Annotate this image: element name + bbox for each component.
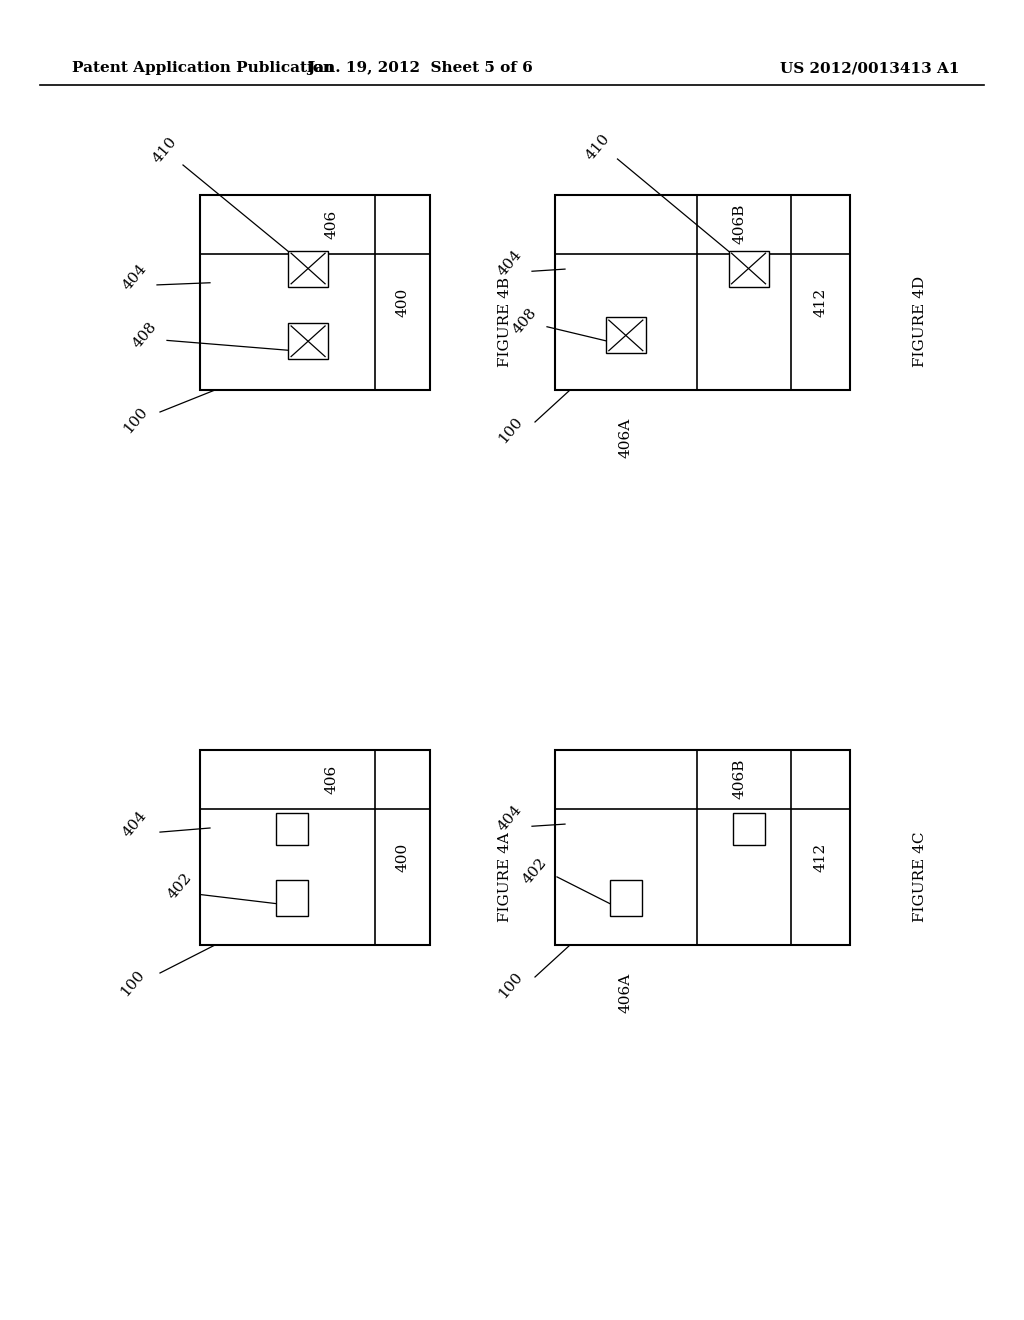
Text: 406A: 406A	[618, 973, 633, 1014]
Bar	[288, 323, 328, 359]
Text: 406B: 406B	[732, 205, 746, 244]
Text: 410: 410	[151, 135, 180, 166]
Text: 402: 402	[165, 871, 195, 902]
Text: 404: 404	[496, 248, 524, 279]
Text: 404: 404	[120, 261, 150, 293]
Text: 406: 406	[325, 210, 338, 239]
Text: 406: 406	[325, 764, 338, 793]
Text: US 2012/0013413 A1: US 2012/0013413 A1	[780, 61, 959, 75]
Bar	[555, 195, 850, 389]
Text: Patent Application Publication: Patent Application Publication	[72, 61, 334, 75]
Text: FIGURE 4B: FIGURE 4B	[498, 277, 512, 367]
Text: 404: 404	[496, 803, 524, 834]
Text: 400: 400	[395, 288, 410, 317]
Text: 100: 100	[496, 414, 524, 446]
Text: 406B: 406B	[732, 759, 746, 800]
Bar	[276, 880, 308, 916]
Text: 406A: 406A	[618, 418, 633, 458]
Text: 100: 100	[117, 968, 146, 999]
Text: 408: 408	[130, 319, 160, 351]
Text: 412: 412	[813, 288, 827, 317]
Text: 410: 410	[583, 131, 612, 162]
Bar	[732, 813, 765, 845]
Bar	[200, 195, 430, 389]
Bar	[728, 251, 769, 286]
Bar	[555, 750, 850, 945]
Bar	[288, 251, 328, 286]
Text: FIGURE 4A: FIGURE 4A	[498, 832, 512, 921]
Bar	[606, 317, 646, 354]
Bar	[276, 813, 308, 845]
Text: 412: 412	[813, 842, 827, 873]
Bar	[610, 880, 642, 916]
Bar	[200, 750, 430, 945]
Text: FIGURE 4C: FIGURE 4C	[913, 832, 927, 921]
Text: Jan. 19, 2012  Sheet 5 of 6: Jan. 19, 2012 Sheet 5 of 6	[307, 61, 532, 75]
Text: FIGURE 4D: FIGURE 4D	[913, 276, 927, 367]
Text: 100: 100	[496, 969, 524, 1001]
Text: 404: 404	[120, 808, 150, 840]
Text: 408: 408	[510, 306, 540, 338]
Text: 100: 100	[120, 404, 150, 436]
Text: 402: 402	[520, 855, 550, 887]
Text: 400: 400	[395, 842, 410, 873]
